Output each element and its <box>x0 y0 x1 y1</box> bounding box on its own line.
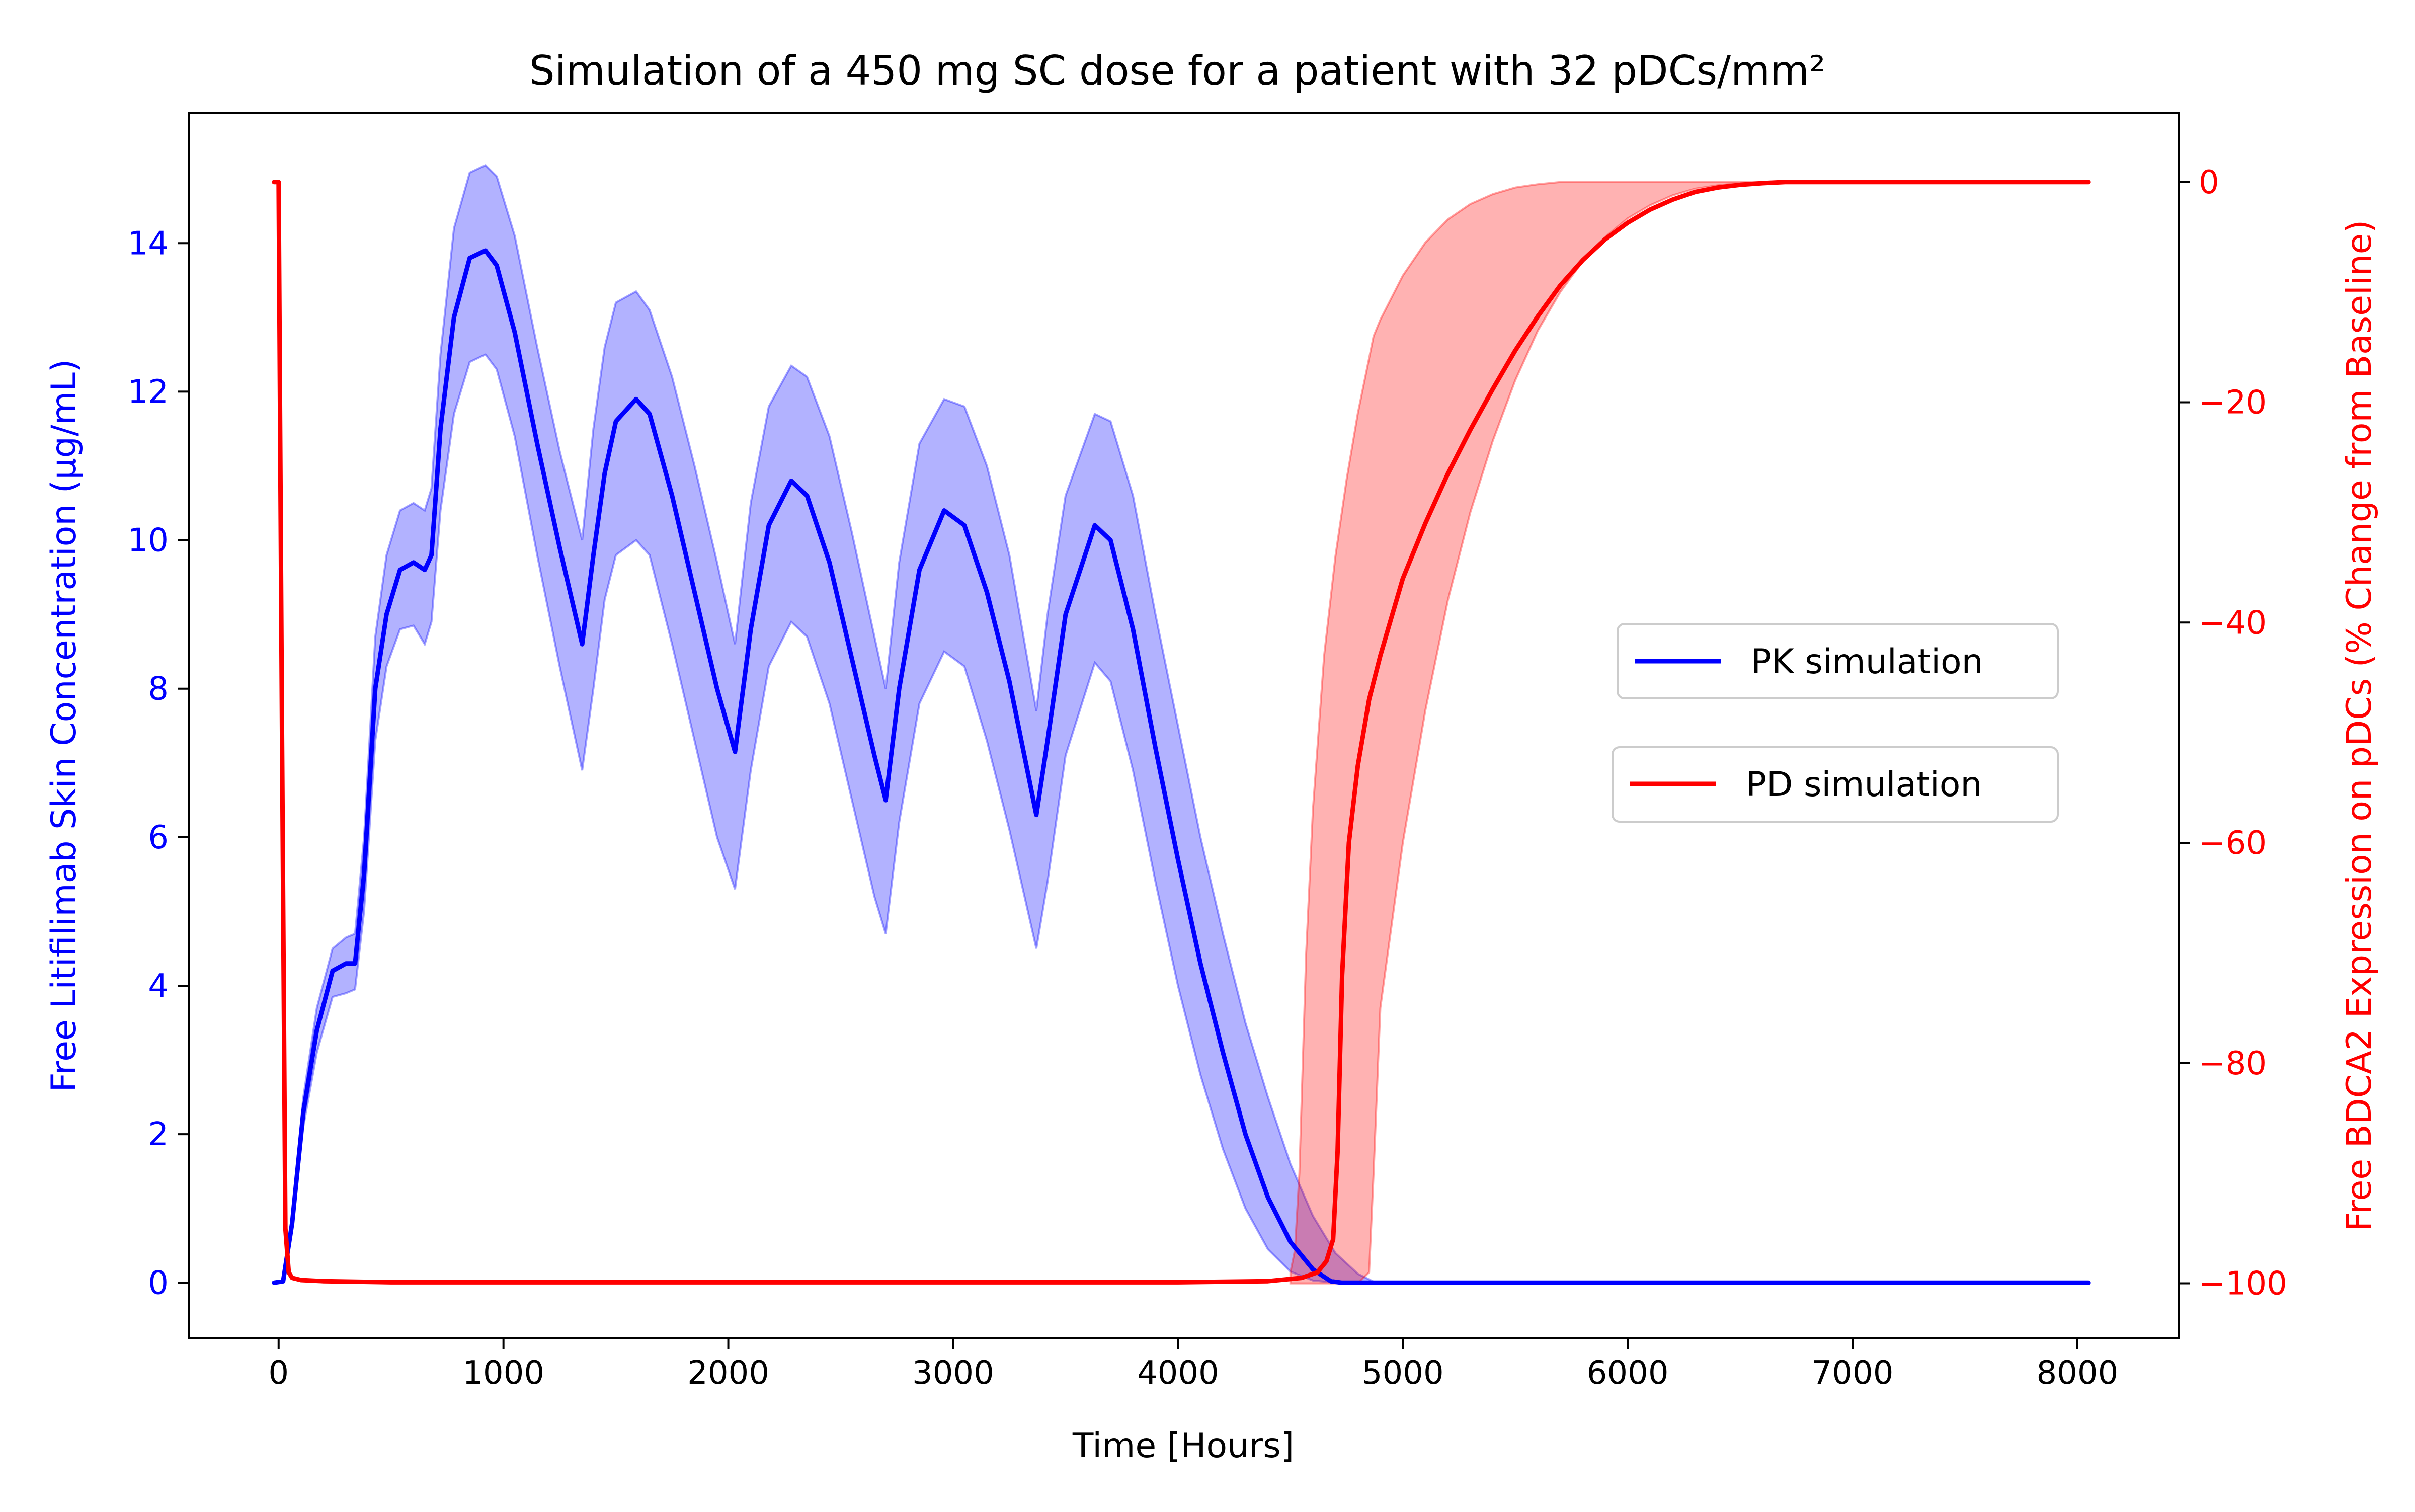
legend-box-pd: PD simulation <box>1612 746 2059 823</box>
legend-label-pk: PK simulation <box>1751 642 1983 682</box>
x-tick-label: 3000 <box>912 1355 994 1392</box>
right-y-tick-label: −60 <box>2199 825 2267 862</box>
pd-simulation-line <box>272 180 2091 1285</box>
left-y-tick-label: 12 <box>128 373 169 411</box>
left-y-tick-label: 8 <box>148 671 169 708</box>
pk-confidence-band <box>274 164 2089 1284</box>
x-tick-label: 6000 <box>1587 1355 1669 1392</box>
series-lines <box>272 180 2091 1285</box>
left-y-axis-ticks: 0 2 4 6 8 10 12 14 <box>128 225 189 1302</box>
x-tick-label: 4000 <box>1137 1355 1219 1392</box>
left-y-tick-label: 2 <box>148 1116 169 1153</box>
right-y-tick-label: −80 <box>2199 1045 2267 1082</box>
right-y-axis-ticks: 0 −20 −40 −60 −80 −100 <box>2179 164 2287 1303</box>
x-tick-label: 7000 <box>1812 1355 1894 1392</box>
x-tick-label: 1000 <box>462 1355 544 1392</box>
left-y-tick-label: 0 <box>148 1264 169 1302</box>
x-tick-label: 8000 <box>2036 1355 2118 1392</box>
right-y-tick-label: −40 <box>2199 604 2267 642</box>
right-y-tick-label: −100 <box>2199 1265 2287 1303</box>
left-y-tick-label: 10 <box>128 522 169 560</box>
left-y-tick-label: 14 <box>128 225 169 262</box>
right-y-axis-label: Free BDCA2 Expression on pDCs (% Change … <box>2340 220 2379 1231</box>
right-y-tick-label: −20 <box>2199 384 2267 422</box>
x-tick-label: 2000 <box>687 1355 769 1392</box>
legend-box-pk: PK simulation <box>1617 623 2059 699</box>
x-axis-label: Time [Hours] <box>1072 1426 1294 1466</box>
left-y-axis-label: Free Litifilimab Skin Concentration (μg/… <box>44 359 84 1092</box>
legend-label-pd: PD simulation <box>1746 765 1982 805</box>
left-y-tick-label: 4 <box>148 968 169 1005</box>
x-axis-ticks: 0 1000 2000 3000 4000 5000 6000 7000 8000 <box>268 1338 2118 1392</box>
left-y-tick-label: 6 <box>148 819 169 856</box>
legend-frame-pk <box>1617 623 2059 699</box>
legend-frame-pd <box>1612 746 2059 823</box>
chart-title: Simulation of a 450 mg SC dose for a pat… <box>529 47 1825 94</box>
pk-simulation-line <box>272 248 2091 1285</box>
plot-area-frame <box>188 112 2180 1339</box>
right-y-tick-label: 0 <box>2199 164 2219 201</box>
x-tick-label: 0 <box>268 1355 289 1392</box>
x-tick-label: 5000 <box>1362 1355 1444 1392</box>
